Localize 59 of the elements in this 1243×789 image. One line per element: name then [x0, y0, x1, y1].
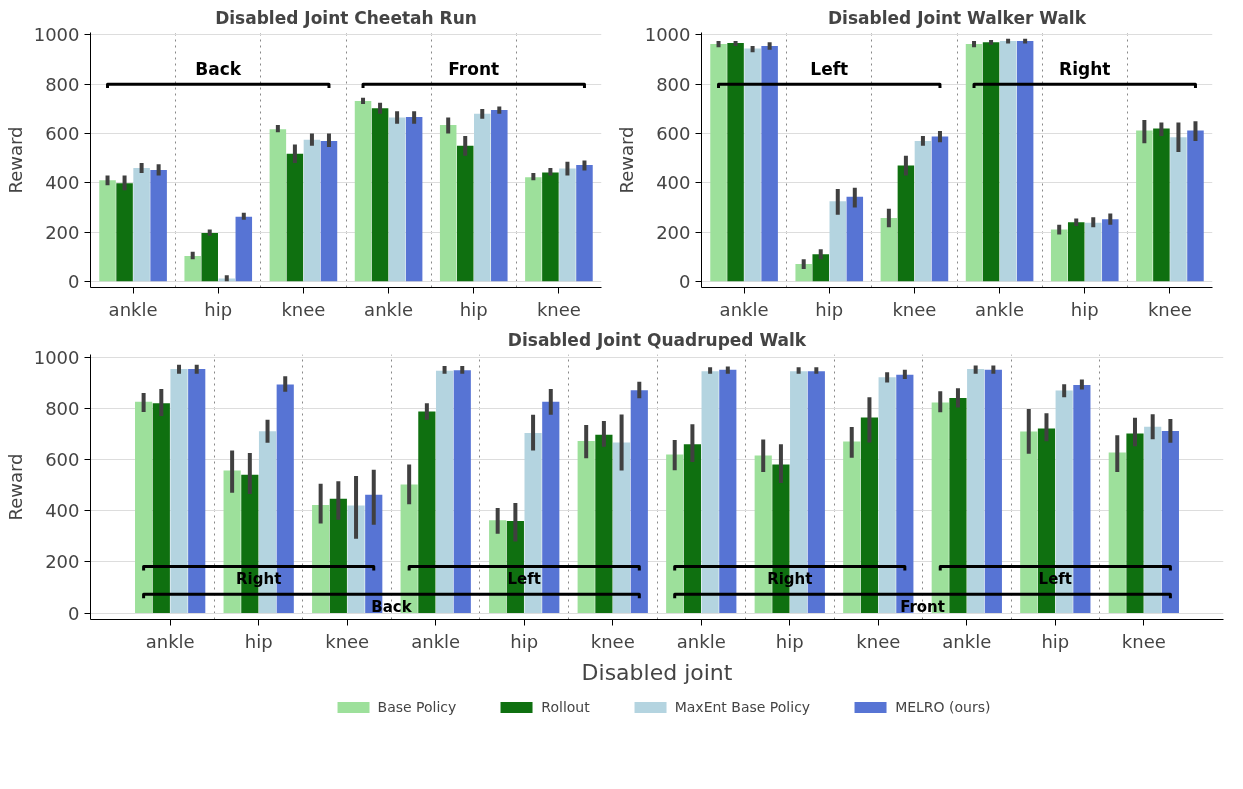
y-tick-label: 400 — [656, 172, 691, 194]
y-tick-label: 800 — [656, 73, 691, 95]
x-axis-title: Disabled joint — [581, 659, 733, 685]
y-axis-title: Reward — [4, 453, 26, 521]
x-tick-label: ankle — [719, 298, 769, 320]
annotation: Front — [900, 597, 945, 616]
x-tick-label: ankle — [411, 630, 461, 652]
y-tick-label: 0 — [68, 602, 80, 624]
x-tick-label: hip — [244, 630, 273, 652]
x-tick-label: ankle — [108, 298, 158, 320]
x-tick-label: knee — [325, 630, 370, 652]
y-tick-label: 1000 — [644, 24, 691, 46]
chart-title: Disabled Joint Quadruped Walk — [507, 329, 807, 350]
x-tick-label: knee — [536, 298, 581, 320]
y-tick-label: 600 — [45, 123, 80, 145]
legend-label: Base Policy — [377, 699, 457, 715]
x-tick-label: ankle — [942, 630, 992, 652]
x-tick-label: ankle — [364, 298, 414, 320]
chart-title: Disabled Joint Cheetah Run — [215, 7, 477, 28]
annotation: Back — [195, 58, 242, 79]
y-tick-label: 1000 — [33, 24, 80, 46]
y-tick-label: 200 — [45, 551, 80, 573]
legend-label: MaxEnt Base Policy — [674, 699, 811, 715]
x-tick-label: hip — [459, 298, 488, 320]
x-tick-label: hip — [1041, 630, 1070, 652]
y-tick-label: 600 — [45, 448, 80, 470]
annotation: Back — [371, 597, 413, 616]
chart-title: Disabled Joint Walker Walk — [828, 7, 1087, 28]
legend-label: MELRO (ours) — [895, 699, 991, 715]
annotation: Right — [1059, 58, 1111, 79]
x-tick-label: knee — [590, 630, 635, 652]
legend-label: Rollout — [541, 699, 590, 715]
y-tick-label: 200 — [656, 221, 691, 243]
y-tick-label: 0 — [68, 270, 80, 292]
y-tick-label: 800 — [45, 73, 80, 95]
x-tick-label: ankle — [975, 298, 1025, 320]
y-axis-title: Reward — [4, 126, 26, 194]
x-tick-label: hip — [510, 630, 539, 652]
x-tick-label: hip — [775, 630, 804, 652]
x-tick-label: knee — [1147, 298, 1192, 320]
x-tick-label: hip — [204, 298, 233, 320]
x-tick-label: knee — [1121, 630, 1166, 652]
y-tick-label: 400 — [45, 500, 80, 522]
y-tick-label: 800 — [45, 397, 80, 419]
y-tick-label: 200 — [45, 221, 80, 243]
x-tick-label: ankle — [145, 630, 195, 652]
y-tick-label: 400 — [45, 172, 80, 194]
y-tick-label: 1000 — [33, 346, 80, 368]
x-tick-label: knee — [281, 298, 326, 320]
x-tick-label: ankle — [676, 630, 726, 652]
x-tick-label: hip — [815, 298, 844, 320]
annotation: Front — [448, 58, 500, 79]
y-tick-label: 0 — [679, 270, 691, 292]
x-tick-label: knee — [856, 630, 901, 652]
y-tick-label: 600 — [656, 123, 691, 145]
x-tick-label: knee — [892, 298, 937, 320]
x-tick-label: hip — [1070, 298, 1099, 320]
y-axis-title: Reward — [615, 126, 637, 194]
annotation: Left — [810, 58, 849, 79]
